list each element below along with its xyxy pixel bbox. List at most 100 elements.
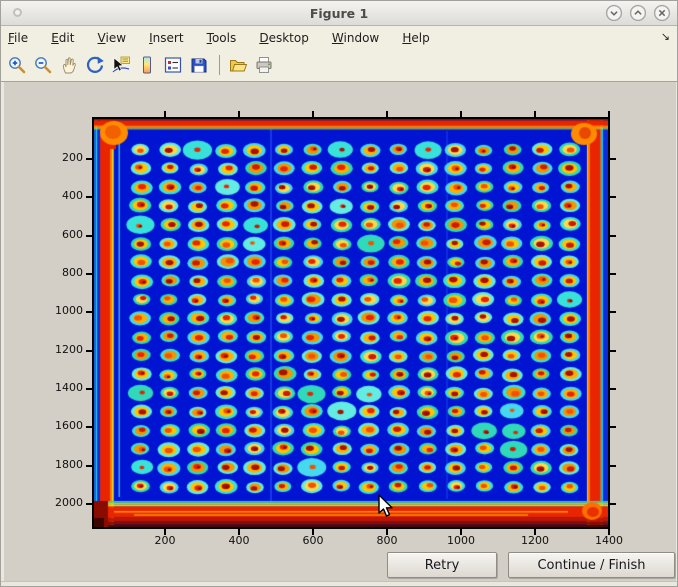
- menu-item-desktop[interactable]: Desktop: [259, 31, 309, 45]
- pan-button[interactable]: [57, 53, 81, 77]
- y-axis-tick-mirror: [610, 464, 616, 467]
- data-cursor-icon: [112, 56, 130, 72]
- maximize-button[interactable]: [629, 4, 647, 22]
- insert-legend-button[interactable]: [161, 53, 185, 77]
- hand-icon: [63, 56, 76, 73]
- x-axis-tick-mirror: [164, 111, 166, 117]
- print-figure-button[interactable]: [252, 53, 276, 77]
- y-axis-tick-mirror: [610, 426, 616, 429]
- y-axis-tick-mirror: [610, 272, 616, 275]
- toolbar-separator: [219, 54, 220, 75]
- y-tick-label: 400: [62, 189, 83, 203]
- window-title: Figure 1: [309, 6, 369, 21]
- x-tick-label: 200: [154, 534, 176, 547]
- rotate-arrow-icon: [86, 56, 104, 73]
- y-axis-tick: [86, 426, 92, 429]
- y-axis-tick-mirror: [610, 311, 616, 314]
- retry-button[interactable]: Retry: [387, 552, 497, 578]
- y-axis-tick-mirror: [610, 158, 616, 160]
- chevron-down-icon: [605, 4, 623, 22]
- window-controls: [605, 4, 671, 22]
- y-axis-tick: [86, 349, 92, 352]
- open-file-button[interactable]: [226, 53, 250, 77]
- printer-icon: [256, 56, 272, 73]
- y-axis-tick: [86, 234, 92, 237]
- y-tick-label: 800: [62, 265, 83, 279]
- save-figure-button[interactable]: [187, 53, 211, 77]
- x-axis-tick: [608, 529, 610, 535]
- menu-item-view[interactable]: View: [97, 31, 127, 45]
- y-axis-tick: [86, 387, 92, 390]
- x-tick-label: 800: [376, 534, 398, 547]
- menu-item-insert[interactable]: Insert: [149, 31, 184, 45]
- y-axis-tick: [86, 272, 92, 275]
- legend-icon: [164, 56, 182, 73]
- plot-axes[interactable]: [92, 117, 610, 529]
- titlebar[interactable]: Figure 1: [1, 1, 677, 26]
- x-axis-tick-mirror: [386, 111, 388, 117]
- y-tick-label: 1800: [55, 457, 83, 471]
- y-axis-tick-mirror: [610, 349, 616, 352]
- x-tick-label: 1400: [595, 534, 623, 547]
- data-cursor-button[interactable]: [109, 53, 133, 77]
- x-axis-tick-mirror: [608, 111, 610, 117]
- y-axis-tick-mirror: [610, 196, 616, 199]
- x-axis-tick-mirror: [534, 111, 536, 117]
- continue-finish-button[interactable]: Continue / Finish: [508, 552, 675, 578]
- x-tick-label: 400: [228, 534, 250, 547]
- zoom-out-button[interactable]: [31, 53, 55, 77]
- chevron-up-icon: [629, 4, 647, 22]
- menubar: File Edit View Insert Tools Desktop Wind…: [1, 26, 677, 48]
- x-axis-tick: [534, 529, 536, 535]
- x-axis-tick: [238, 529, 240, 535]
- menu-item-file[interactable]: File: [8, 31, 29, 45]
- x-axis-tick: [312, 529, 314, 535]
- y-axis-tick-mirror: [610, 387, 616, 390]
- figure-toolbar: [1, 48, 677, 82]
- zoom-in-button[interactable]: [5, 53, 29, 77]
- zoom-in-icon: [9, 56, 26, 73]
- y-axis-tick: [86, 464, 92, 467]
- menu-item-edit[interactable]: Edit: [51, 31, 75, 45]
- zoom-out-icon: [35, 56, 52, 73]
- save-icon: [191, 58, 207, 72]
- heatmap-image[interactable]: [94, 119, 608, 527]
- close-icon: [653, 4, 671, 22]
- y-tick-label: 200: [62, 151, 83, 164]
- window-icon: [13, 8, 22, 17]
- menu-item-help[interactable]: Help: [402, 31, 430, 45]
- y-axis-tick-mirror: [610, 502, 616, 505]
- y-tick-label: 1400: [55, 380, 83, 394]
- rotate-3d-button[interactable]: [83, 53, 107, 77]
- window-edge-right: [676, 82, 677, 581]
- minimize-button[interactable]: [605, 4, 623, 22]
- x-axis-tick-mirror: [312, 111, 314, 117]
- figure-background: Retry Continue / Finish 200 400 600 800 1000…: [1, 82, 677, 586]
- x-axis-tick-mirror: [238, 111, 240, 117]
- x-axis-tick-mirror: [460, 111, 462, 117]
- y-axis-tick: [86, 502, 92, 505]
- x-axis-tick: [164, 529, 166, 535]
- x-axis-tick: [460, 529, 462, 535]
- y-tick-label: 2000: [55, 495, 83, 509]
- window-edge-left: [1, 82, 4, 581]
- folder-open-icon: [230, 59, 248, 71]
- menu-item-tools[interactable]: Tools: [206, 31, 237, 45]
- window-edge-bottom: [1, 581, 677, 586]
- y-axis-tick-mirror: [610, 234, 616, 237]
- x-tick-label: 600: [302, 534, 324, 547]
- y-axis-tick: [86, 311, 92, 314]
- insert-colorbar-button[interactable]: [135, 53, 159, 77]
- close-button[interactable]: [653, 4, 671, 22]
- y-axis-tick: [86, 196, 92, 199]
- menu-item-window[interactable]: Window: [331, 31, 380, 45]
- x-tick-label: 1000: [447, 534, 475, 547]
- x-tick-label: 1200: [521, 534, 549, 547]
- y-tick-label: 600: [62, 227, 83, 241]
- menu-overflow-arrow-icon[interactable]: ↘: [660, 30, 670, 43]
- y-tick-label: 1000: [55, 304, 83, 318]
- x-axis-tick: [386, 529, 388, 535]
- y-tick-label: 1600: [55, 419, 83, 433]
- colorbar-icon: [143, 56, 151, 73]
